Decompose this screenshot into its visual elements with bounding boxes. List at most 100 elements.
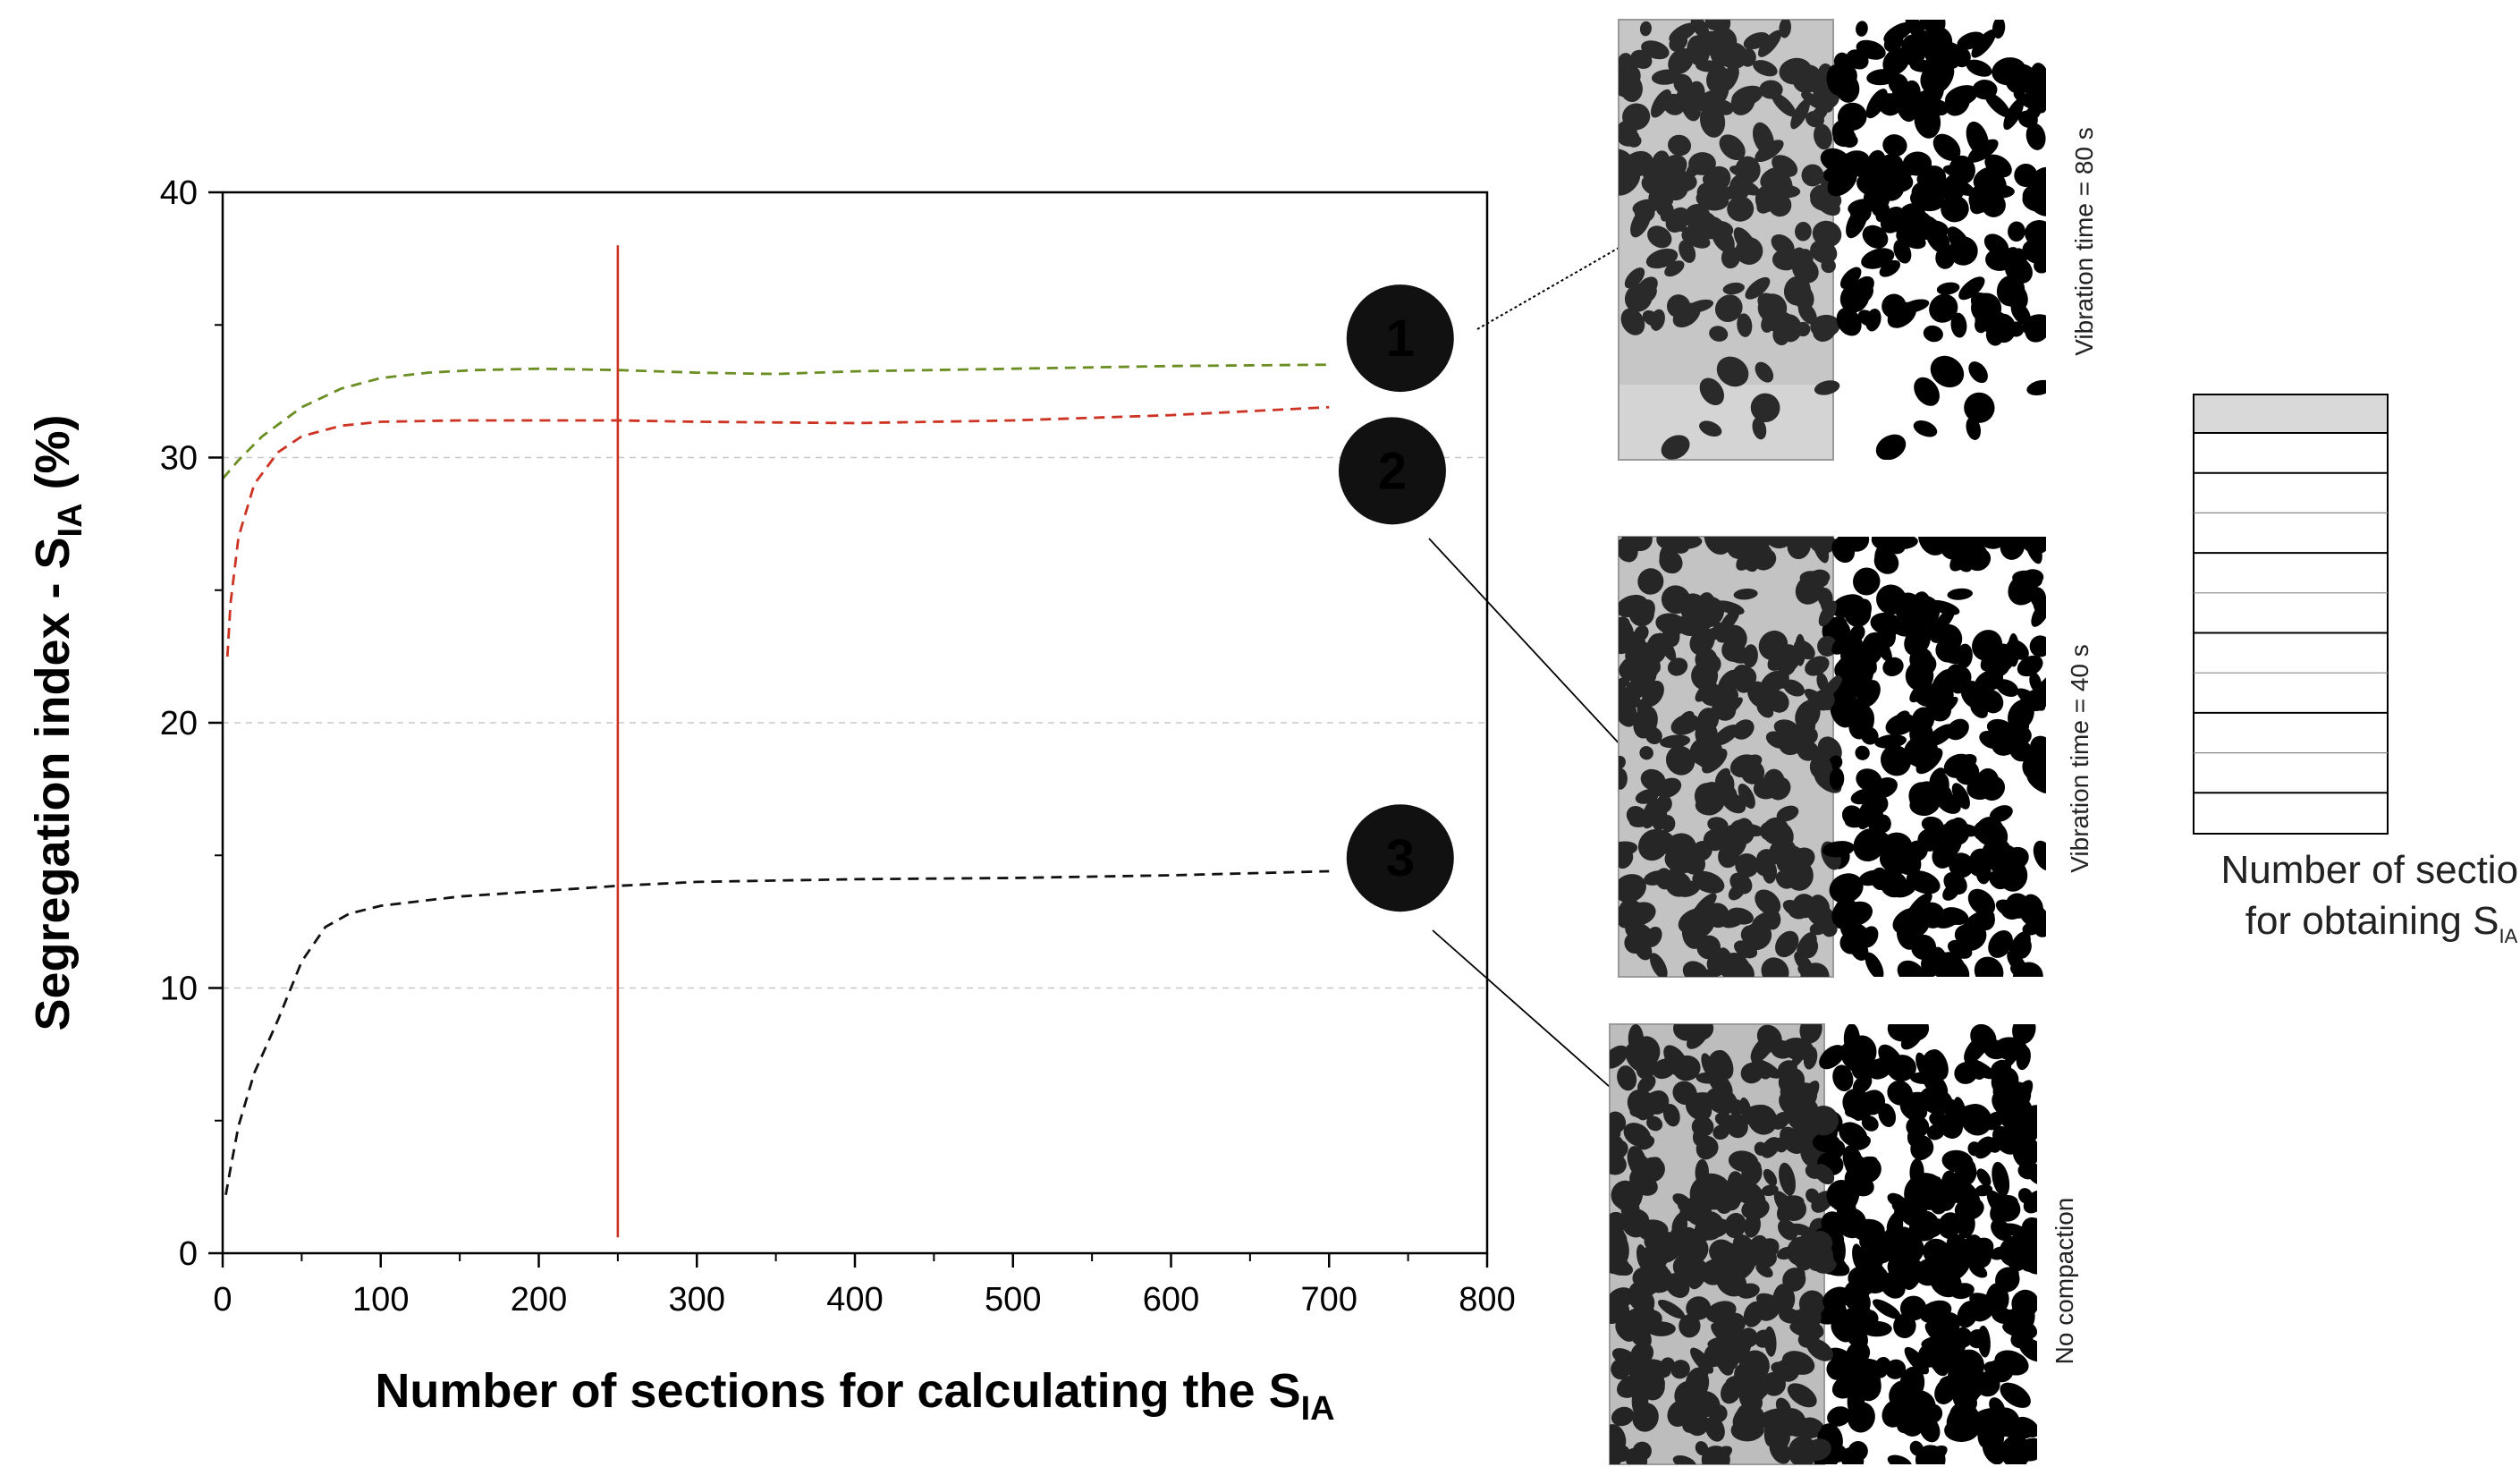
aggregate-particle-binary [2012,1024,2036,1045]
aggregate-particle [1761,1137,1780,1158]
aggregate-particle-binary [1929,99,1949,116]
aggregate-particle [1616,1185,1639,1210]
x-tick-label: 400 [826,1281,883,1319]
aggregate-particle-binary [2025,123,2046,150]
aggregate-particle-binary [1865,952,1884,977]
aggregate-particle-binary [1857,310,1876,326]
y-tick-label: 40 [160,174,198,212]
aggregate-particle-binary [1951,783,1970,810]
aggregate-particle-binary [1966,417,1982,440]
aggregate-particle-binary [1871,777,1898,799]
aggregate-particle-binary [2026,1163,2037,1185]
aggregate-particle-binary [1967,139,1999,163]
aggregate-particle-binary [1971,1061,1986,1081]
aggregate-particle [1701,1053,1715,1078]
aggregate-particle [1805,656,1830,676]
aggregate-particle [1745,276,1771,300]
aggregate-particle [1655,613,1687,635]
aggregate-particle-binary [1989,869,2008,890]
aggregate-particle [1727,1312,1746,1333]
aggregate-particle [1775,870,1795,889]
aggregate-particle [1732,762,1763,779]
aggregate-particle [1681,225,1708,244]
aggregate-particle [1726,537,1753,559]
aggregate-particle [1617,1375,1645,1398]
aggregate-particle-binary [2022,188,2046,212]
aggregate-particle [1735,852,1759,878]
aggregate-particle [1687,1028,1708,1049]
aggregate-particle [1722,774,1735,797]
aggregate-particle [1795,222,1812,242]
aggregate-particle-binary [1831,537,1856,564]
aggregate-particle-binary [1836,657,1858,681]
aggregate-particle-binary [1921,816,1944,834]
aggregate-particle [1763,1326,1777,1357]
aggregate-particle-binary [1970,700,1988,718]
aggregate-particle-binary [1969,778,1998,793]
aggregate-particle [1707,817,1729,833]
x-axis-label: Number of sections for calculating the S… [375,1364,1334,1428]
aggregate-particle [1684,1408,1709,1437]
aggregate-particle-binary [1898,1407,1924,1437]
aggregate-particle-binary [1893,1313,1916,1339]
aggregate-particle-binary [2031,599,2046,627]
aggregate-particle-binary [2014,163,2038,188]
panel-label-3: No compaction [2051,1198,2078,1365]
aggregate-particle [1655,777,1682,798]
aggregate-particle-binary [1884,212,1903,233]
aggregate-particle [1619,676,1630,691]
aggregate-particle-binary [1861,248,1895,269]
aggregate-particle [1713,725,1739,746]
aggregate-particle [1679,240,1696,263]
sections-diagram-header [2194,394,2388,433]
aggregate-particle [1741,1198,1770,1220]
aggregate-particle-binary [1985,1423,2005,1449]
aggregate-particle-binary [1949,236,1978,266]
aggregate-particle-binary [2004,1037,2024,1068]
aggregate-particle [1652,150,1670,173]
aggregate-particle [1667,657,1688,676]
aggregate-particle-binary [2022,239,2046,265]
aggregate-particle [1757,1062,1772,1080]
aggregate-particle-binary [2003,98,2025,131]
aggregate-particle [1619,538,1638,563]
aggregate-particle-binary [1949,817,1969,845]
aggregate-particle [1737,313,1753,337]
aggregate-particle [1808,1248,1821,1261]
aggregate-particle [1761,1184,1779,1196]
aggregate-particle-binary [1894,710,1910,726]
aggregate-particle [1653,1241,1686,1263]
aggregate-particle [1662,1104,1680,1127]
aggregate-particle-binary [1986,718,2013,737]
aggregate-particle [1790,98,1810,130]
aggregate-particle [1679,710,1695,726]
aggregate-particle-binary [1945,664,1969,694]
sections-label-line2: for obtaining SIA [2245,899,2518,947]
marker-circle-3 [1346,804,1454,912]
aggregate-particle-binary [1862,639,1874,653]
aggregate-particle-binary [1949,544,1975,572]
aggregate-particle-binary [1930,696,1958,720]
aggregate-particle [1675,843,1695,873]
aggregate-particle [1810,240,1838,264]
aggregate-particle-binary [1973,166,2002,191]
aggregate-particle [1623,157,1651,176]
aggregate-particle-binary [1860,926,1879,948]
aggregate-particle [1795,574,1824,605]
aggregate-particle-binary [1954,1197,1984,1221]
aggregate-particle [1645,248,1679,269]
aggregate-particle [1749,1245,1777,1268]
aggregate-particle [1762,1371,1786,1396]
aggregate-particle [1610,1152,1627,1175]
aggregate-particle [1799,1024,1822,1044]
aggregate-particle [1628,1208,1649,1224]
aggregate-particle [1719,134,1746,161]
aggregate-particle-binary [1915,30,1939,57]
aggregate-particle [1639,21,1652,37]
aggregate-particle [1645,926,1662,947]
aggregate-particle [1779,20,1791,38]
aggregate-particle-binary [1991,1161,2010,1197]
aggregate-particle [1822,674,1843,700]
aggregate-particle [1791,1099,1811,1126]
aggregate-particle-binary [1913,420,1938,437]
